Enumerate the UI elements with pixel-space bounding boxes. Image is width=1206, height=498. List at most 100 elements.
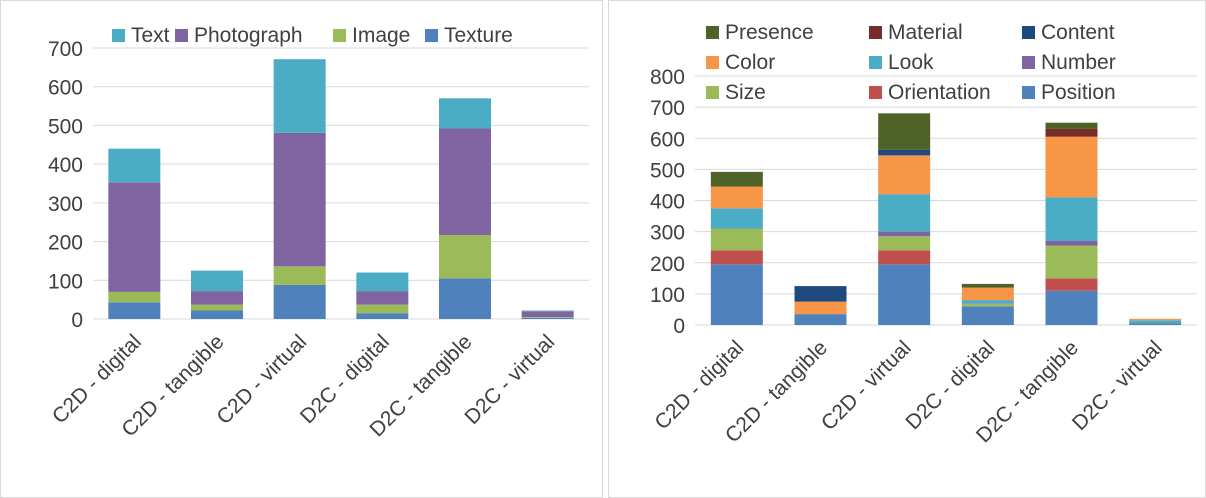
right-legend-swatch-number bbox=[1022, 56, 1035, 69]
right-bar-material bbox=[1045, 128, 1098, 137]
left-bar-texture bbox=[521, 317, 574, 319]
right-bar-size bbox=[878, 236, 931, 251]
chart-panel-left: 0 100 200 300 400 500 600 700 C2D - digital C2D … bbox=[0, 0, 603, 498]
right-bar-color bbox=[961, 287, 1014, 301]
right-bar-orientation bbox=[1045, 278, 1098, 291]
right-legend-swatch-presence bbox=[706, 26, 719, 39]
left-bar-texture bbox=[439, 278, 491, 319]
left-bar-photograph bbox=[521, 311, 574, 318]
left-bar-photograph bbox=[356, 291, 409, 305]
right-legend-label-content: Content bbox=[1041, 21, 1115, 44]
left-bar-image bbox=[439, 234, 491, 279]
right-legend-label-look: Look bbox=[888, 51, 934, 74]
right-bar-content bbox=[794, 286, 847, 302]
right-y-tick-label: 800 bbox=[650, 66, 685, 89]
right-legend-label-orientation: Orientation bbox=[888, 81, 991, 104]
right-y-tick-label: 200 bbox=[650, 253, 685, 276]
right-bar-size bbox=[1045, 245, 1098, 279]
left-x-tick-label: D2C - virtual bbox=[460, 330, 559, 429]
right-bar-look bbox=[1129, 320, 1182, 324]
left-y-tick-label: 700 bbox=[48, 38, 83, 61]
left-bar-photograph bbox=[273, 132, 326, 267]
right-bar-number bbox=[878, 231, 931, 237]
left-bar-photograph bbox=[439, 128, 491, 235]
left-bar-texture bbox=[108, 302, 161, 319]
left-bar-text bbox=[521, 310, 574, 312]
right-x-tick-label: D2C - virtual bbox=[1068, 336, 1167, 435]
right-bar-presence bbox=[878, 113, 931, 150]
left-legend-swatch-image bbox=[333, 29, 346, 42]
right-legend-swatch-material bbox=[869, 26, 882, 39]
left-legend-label-text: Text bbox=[131, 24, 170, 47]
left-y-tick-label: 0 bbox=[71, 309, 83, 332]
right-bar-orientation bbox=[710, 250, 763, 265]
right-bar-position bbox=[710, 264, 763, 325]
right-bar-position bbox=[878, 264, 931, 325]
right-bar-position bbox=[1045, 290, 1098, 325]
left-bar-image bbox=[521, 317, 574, 318]
right-bar-position bbox=[961, 306, 1014, 325]
right-legend-swatch-orientation bbox=[869, 86, 882, 99]
left-bar-texture bbox=[191, 310, 243, 319]
right-y-tick-label: 300 bbox=[650, 222, 685, 245]
right-y-tick-label: 400 bbox=[650, 191, 685, 214]
right-bar-size bbox=[961, 303, 1014, 307]
left-bar-text bbox=[273, 59, 326, 133]
right-bar-position bbox=[1129, 323, 1182, 325]
left-bar-photograph bbox=[108, 182, 161, 292]
right-bar-color bbox=[878, 155, 931, 195]
left-y-tick-label: 400 bbox=[48, 154, 83, 177]
right-legend-label-position: Position bbox=[1041, 81, 1116, 104]
left-legend-swatch-photograph bbox=[175, 29, 188, 42]
left-bar-photograph bbox=[191, 291, 243, 305]
left-bar-image bbox=[356, 304, 409, 314]
right-legend-label-color: Color bbox=[725, 51, 775, 74]
right-bar-orientation bbox=[878, 250, 931, 265]
left-y-tick-label: 200 bbox=[48, 232, 83, 255]
left-bar-image bbox=[108, 291, 161, 303]
right-bar-presence bbox=[961, 283, 1014, 288]
left-bar-texture bbox=[273, 284, 326, 319]
right-bar-presence bbox=[710, 171, 763, 187]
right-legend-swatch-color bbox=[706, 56, 719, 69]
right-bar-size bbox=[710, 228, 763, 251]
left-legend-label-texture: Texture bbox=[444, 24, 513, 47]
chart-panel-right: 0 100 200 300 400 500 600 700 800 C2D - digital C… bbox=[608, 0, 1206, 498]
left-bar-texture bbox=[356, 313, 409, 319]
right-legend-label-number: Number bbox=[1041, 51, 1116, 74]
left-bar-text bbox=[439, 98, 491, 129]
right-bar-look bbox=[878, 194, 931, 232]
left-bar-text bbox=[108, 148, 161, 183]
right-legend-swatch-content bbox=[1022, 26, 1035, 39]
left-y-tick-label: 300 bbox=[48, 193, 83, 216]
left-y-tick-label: 500 bbox=[48, 115, 83, 138]
right-bar-look bbox=[710, 208, 763, 229]
left-legend-swatch-text bbox=[112, 29, 125, 42]
left-x-tick-label: C2D - virtual bbox=[212, 330, 311, 429]
right-y-tick-label: 500 bbox=[650, 159, 685, 182]
right-legend-swatch-look bbox=[869, 56, 882, 69]
left-y-tick-label: 100 bbox=[48, 270, 83, 293]
right-legend-label-material: Material bbox=[888, 21, 963, 44]
left-legend-label-photograph: Photograph bbox=[194, 24, 303, 47]
right-bar-look bbox=[961, 300, 1014, 304]
left-legend-swatch-texture bbox=[425, 29, 438, 42]
right-y-tick-label: 700 bbox=[650, 97, 685, 120]
right-legend-swatch-size bbox=[706, 86, 719, 99]
left-legend-label-image: Image bbox=[352, 24, 410, 47]
right-y-tick-label: 0 bbox=[673, 315, 685, 338]
right-bar-color bbox=[710, 186, 763, 209]
right-bar-position bbox=[794, 314, 847, 325]
right-bar-look bbox=[1045, 197, 1098, 241]
left-bar-image bbox=[273, 266, 326, 285]
right-y-tick-label: 600 bbox=[650, 128, 685, 151]
right-bar-color bbox=[1045, 136, 1098, 198]
left-y-tick-label: 600 bbox=[48, 77, 83, 100]
right-legend-label-size: Size bbox=[725, 81, 766, 104]
right-bar-number bbox=[961, 303, 1014, 304]
right-y-tick-label: 100 bbox=[650, 284, 685, 307]
right-legend-label-presence: Presence bbox=[725, 21, 814, 44]
right-bar-color bbox=[794, 301, 847, 315]
